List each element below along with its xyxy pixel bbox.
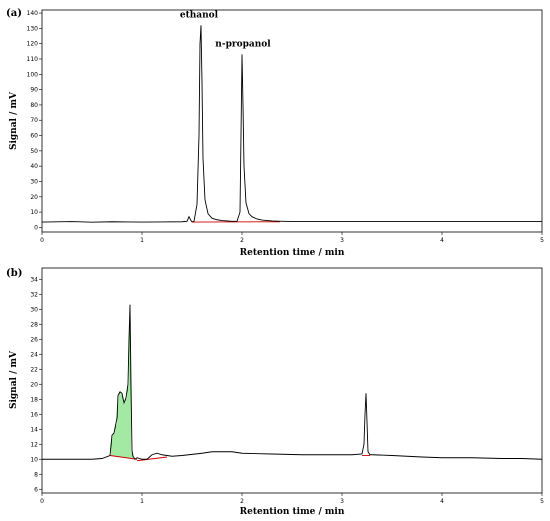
y-tick-label: 12: [30, 441, 38, 448]
baseline-segment: [136, 456, 168, 462]
y-tick-label: 50: [30, 148, 38, 155]
x-tick-label: 3: [340, 498, 344, 505]
x-tick-label: 3: [340, 237, 344, 244]
plot-frame-b: [41, 267, 543, 494]
y-tick-label: 6: [34, 486, 38, 493]
y-tick-label: 30: [30, 306, 38, 313]
x-tick-label: 4: [440, 237, 444, 244]
peak-annotation: n-propanol: [215, 40, 271, 50]
y-tick-label: 10: [30, 456, 38, 463]
chromatogram-trace-a: [41, 25, 542, 223]
x-axis-label-a: Retention time / min: [240, 248, 345, 258]
y-tick-label: 100: [27, 71, 39, 78]
x-tick-label: 1: [140, 237, 144, 244]
panel-label-b: (b): [6, 268, 22, 279]
y-axis-label-b: Signal / mV: [9, 350, 19, 409]
x-tick-label: 2: [240, 498, 244, 505]
y-tick-label: 110: [27, 56, 39, 63]
x-axis-ticks-a: 0 1 2 3 4 5: [40, 232, 544, 244]
y-tick-label: 34: [30, 276, 38, 283]
y-tick-label: 140: [27, 10, 39, 17]
x-axis-label-b: Retention time / min: [240, 507, 345, 517]
y-tick-label: 90: [30, 87, 38, 94]
y-tick-label: 0: [34, 224, 38, 231]
y-tick-label: 30: [30, 178, 38, 185]
x-tick-label: 5: [540, 498, 544, 505]
y-tick-label: 22: [30, 366, 38, 373]
y-tick-label: 20: [30, 381, 38, 388]
y-tick-label: 24: [30, 351, 38, 358]
y-tick-label: 80: [30, 102, 38, 109]
x-tick-label: 4: [440, 498, 444, 505]
peak-annotation: ethanol: [180, 11, 219, 21]
x-axis-ticks-b: 0 1 2 3 4 5: [40, 493, 544, 505]
y-axis-label-a: Signal / mV: [9, 91, 19, 150]
x-tick-label: 5: [540, 237, 544, 244]
y-tick-label: 20: [30, 194, 38, 201]
x-tick-label: 0: [40, 237, 44, 244]
y-tick-label: 14: [30, 426, 38, 433]
x-tick-label: 1: [140, 498, 144, 505]
x-tick-label: 0: [40, 498, 44, 505]
plot-frame-a: [41, 9, 543, 233]
y-tick-label: 32: [30, 291, 38, 298]
y-tick-label: 70: [30, 117, 38, 124]
y-tick-label: 120: [27, 41, 39, 48]
x-tick-label: 2: [240, 237, 244, 244]
y-tick-label: 10: [30, 209, 38, 216]
y-tick-label: 16: [30, 411, 38, 418]
y-tick-label: 28: [30, 321, 38, 328]
peak-annotations-a: ethanol n-propanol: [180, 11, 271, 50]
panel-label-a: (a): [6, 8, 22, 19]
y-tick-label: 130: [27, 25, 39, 32]
chromatogram-trace-b: [42, 304, 543, 460]
y-axis-ticks-b: 6 8 10 12 14 16 18 20 22 24 26 28 30 32 34: [30, 276, 42, 493]
y-tick-label: 40: [30, 163, 38, 170]
y-tick-label: 8: [34, 471, 38, 478]
baseline-segment: [109, 455, 138, 460]
y-axis-ticks-a: 0 10 20 30 40 50 60 70 80 90 100 110 120 130 140: [27, 10, 42, 231]
y-tick-label: 18: [30, 396, 38, 403]
y-tick-label: 26: [30, 336, 38, 343]
y-tick-label: 60: [30, 133, 38, 140]
